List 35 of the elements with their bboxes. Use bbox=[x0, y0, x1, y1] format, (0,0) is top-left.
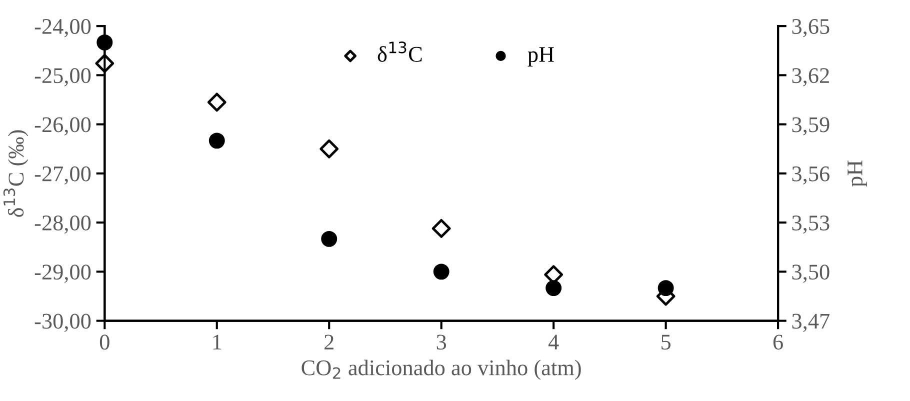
point bbox=[546, 280, 562, 296]
point bbox=[208, 132, 225, 149]
point bbox=[321, 230, 338, 247]
point bbox=[96, 34, 113, 50]
y-tick-label: -27,00 bbox=[34, 166, 91, 185]
y2-tick-label: 3,56 bbox=[792, 166, 830, 185]
point bbox=[658, 280, 674, 296]
y-tick-label: -29,00 bbox=[34, 264, 91, 283]
x-tick-label: 5 bbox=[662, 334, 671, 350]
x-tick-label: 0 bbox=[100, 334, 110, 350]
point bbox=[433, 264, 450, 280]
x-tick-label: 2 bbox=[324, 334, 334, 350]
y-tick-label: -24,00 bbox=[34, 18, 91, 38]
x-tick-label: 6 bbox=[773, 334, 783, 350]
point bbox=[320, 139, 339, 158]
point bbox=[432, 218, 451, 238]
x-tick-label: 4 bbox=[548, 334, 559, 350]
x-tick-label: 3 bbox=[436, 334, 446, 350]
legend-label: pH bbox=[528, 47, 554, 67]
y-tick-label: -30,00 bbox=[34, 314, 91, 332]
x-tick-label: 1 bbox=[213, 334, 222, 350]
x-axis-title: CO$_{2}$ adicionado ao vinho (atm) bbox=[302, 360, 581, 380]
y2-tick-label: 3,50 bbox=[792, 264, 830, 283]
y2-tick-label: 3,59 bbox=[792, 117, 830, 136]
legend-label: δ$^{13}$C bbox=[378, 42, 422, 62]
y-tick-label: -26,00 bbox=[34, 117, 91, 136]
y2-tick-label: 3,47 bbox=[792, 314, 830, 332]
y-axis-title: δ$^{13}$C (‰) bbox=[3, 130, 28, 217]
y2-tick-label: 3,62 bbox=[792, 68, 829, 86]
y-tick-label: -28,00 bbox=[34, 215, 91, 234]
y2-tick-label: 3,65 bbox=[792, 19, 830, 38]
point bbox=[207, 92, 226, 112]
y-tick-label: -25,00 bbox=[34, 68, 91, 86]
y2-axis-title: pH bbox=[848, 160, 867, 187]
y2-tick-label: 3,53 bbox=[792, 216, 830, 234]
